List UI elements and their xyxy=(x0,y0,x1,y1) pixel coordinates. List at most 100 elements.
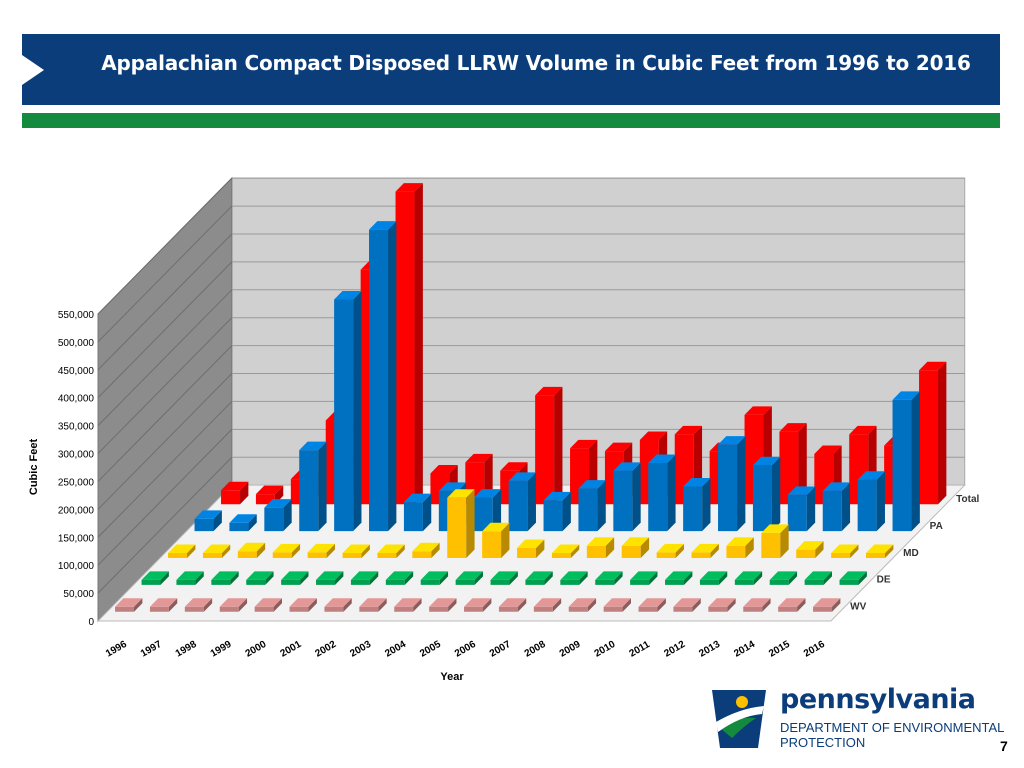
side-gridline xyxy=(97,177,233,315)
bar-md-2014 xyxy=(796,541,824,558)
side-gridline xyxy=(97,317,233,454)
bar-pa-2007 xyxy=(578,480,606,532)
bar-total-1996 xyxy=(221,481,249,505)
bar-wv-1999 xyxy=(219,598,248,612)
bar-md-2001 xyxy=(342,544,370,558)
bar-pa-2015 xyxy=(857,471,885,532)
bar-wv-2015 xyxy=(778,598,806,612)
x-tick-label: 2006 xyxy=(453,639,478,660)
x-tick-label: 1999 xyxy=(209,639,234,660)
y-tick-label: 100,000 xyxy=(58,561,95,572)
x-tick-label: 2011 xyxy=(628,639,653,660)
y-tick-label: 200,000 xyxy=(58,505,95,516)
page-number: 7 xyxy=(1000,738,1008,754)
bar-pa-2008 xyxy=(613,462,641,532)
bar-pa-2011 xyxy=(718,436,746,532)
y-tick-label: 400,000 xyxy=(58,394,95,405)
bar-md-2012 xyxy=(726,537,754,558)
bar-de-2011 xyxy=(665,571,693,585)
x-tick-label: 2001 xyxy=(279,639,304,660)
bar-md-2011 xyxy=(691,543,719,558)
side-gridline xyxy=(97,373,233,510)
side-gridline xyxy=(97,428,233,566)
logo-wordmark: pennsylvania xyxy=(780,684,976,715)
bar-md-2000 xyxy=(307,543,335,558)
bar-wv-1997 xyxy=(149,598,178,612)
bar-wv-2001 xyxy=(289,598,317,612)
bar-total-2001 xyxy=(395,183,423,505)
bar-de-2013 xyxy=(734,571,763,585)
x-tick-label: 2009 xyxy=(558,639,583,660)
x-tick-label: 2015 xyxy=(767,639,792,660)
bar-pa-2009 xyxy=(648,454,676,532)
bar-pa-2004 xyxy=(473,489,502,532)
bar-de-2010 xyxy=(630,571,658,585)
y-axis-label: Cubic Feet xyxy=(28,439,40,496)
series-label-md: MD xyxy=(903,548,919,559)
bar-wv-2011 xyxy=(638,598,666,612)
bar-wv-2009 xyxy=(568,598,597,612)
bar-de-2002 xyxy=(350,571,379,585)
bar-pa-2001 xyxy=(369,221,397,532)
bar-md-2013 xyxy=(761,524,789,558)
bar-wv-1996 xyxy=(115,598,143,612)
side-gridline xyxy=(97,345,233,482)
bar-pa-2012 xyxy=(752,456,781,532)
x-axis-label: Year xyxy=(440,671,464,683)
logo-department: DEPARTMENT OF ENVIRONMENTAL PROTECTION xyxy=(780,720,1004,750)
bar-de-2007 xyxy=(525,571,553,585)
bar-wv-2008 xyxy=(533,598,562,612)
series-label-de: DE xyxy=(877,575,891,586)
bar-wv-2007 xyxy=(498,598,527,612)
bar-md-2004 xyxy=(447,489,475,558)
bar-de-2014 xyxy=(769,571,798,585)
x-tick-label: 1998 xyxy=(174,639,199,660)
side-gridline xyxy=(97,261,233,399)
bar-pa-2010 xyxy=(683,477,711,532)
x-tick-label: 2010 xyxy=(593,639,618,660)
bar-md-2002 xyxy=(377,544,405,558)
slide-title: Appalachian Compact Disposed LLRW Volume… xyxy=(101,51,971,75)
bar-de-2005 xyxy=(455,571,483,585)
bar-pa-1999 xyxy=(299,441,327,532)
y-tick-label: 50,000 xyxy=(63,589,94,600)
bar-wv-2005 xyxy=(429,598,457,612)
x-tick-label: 1997 xyxy=(139,639,164,660)
title-banner: Appalachian Compact Disposed LLRW Volume… xyxy=(22,34,1000,105)
bar-wv-2012 xyxy=(673,598,701,612)
x-tick-label: 2013 xyxy=(697,639,722,660)
side-gridline xyxy=(97,456,233,594)
x-tick-label: 2005 xyxy=(418,639,443,660)
bar-de-2000 xyxy=(281,571,309,585)
pa-keystone-logo-icon xyxy=(712,690,766,748)
bar-pa-1996 xyxy=(194,510,222,532)
bar-wv-2000 xyxy=(254,598,282,612)
y-tick-label: 250,000 xyxy=(58,477,95,488)
x-tick-label: 2003 xyxy=(348,639,373,660)
bar-wv-2003 xyxy=(359,598,387,612)
y-tick-label: 300,000 xyxy=(58,450,95,461)
y-tick-label: 150,000 xyxy=(58,533,95,544)
bar-total-2016 xyxy=(919,361,947,505)
bar-md-2008 xyxy=(586,537,615,558)
series-label-pa: PA xyxy=(930,521,943,532)
bar-pa-2006 xyxy=(543,491,571,532)
x-tick-label: 2008 xyxy=(523,639,548,660)
bar-md-2007 xyxy=(551,544,580,558)
bar-md-2003 xyxy=(412,542,440,558)
y-tick-label: 500,000 xyxy=(58,338,95,349)
side-gridline xyxy=(97,205,233,343)
x-tick-label: 2016 xyxy=(802,639,827,660)
x-tick-label: 1996 xyxy=(104,639,129,660)
bar-total-2005 xyxy=(535,386,563,505)
bar-de-2016 xyxy=(839,571,867,585)
bar-md-2010 xyxy=(656,543,684,558)
bar-de-2003 xyxy=(385,571,414,585)
x-tick-label: 2014 xyxy=(732,639,757,660)
bar-pa-2002 xyxy=(403,493,432,532)
bar-pa-2016 xyxy=(892,391,920,532)
bar-md-2005 xyxy=(482,522,510,558)
bar-wv-2016 xyxy=(813,598,841,612)
bar-wv-2004 xyxy=(394,598,422,612)
bar-pa-2000 xyxy=(334,290,362,532)
